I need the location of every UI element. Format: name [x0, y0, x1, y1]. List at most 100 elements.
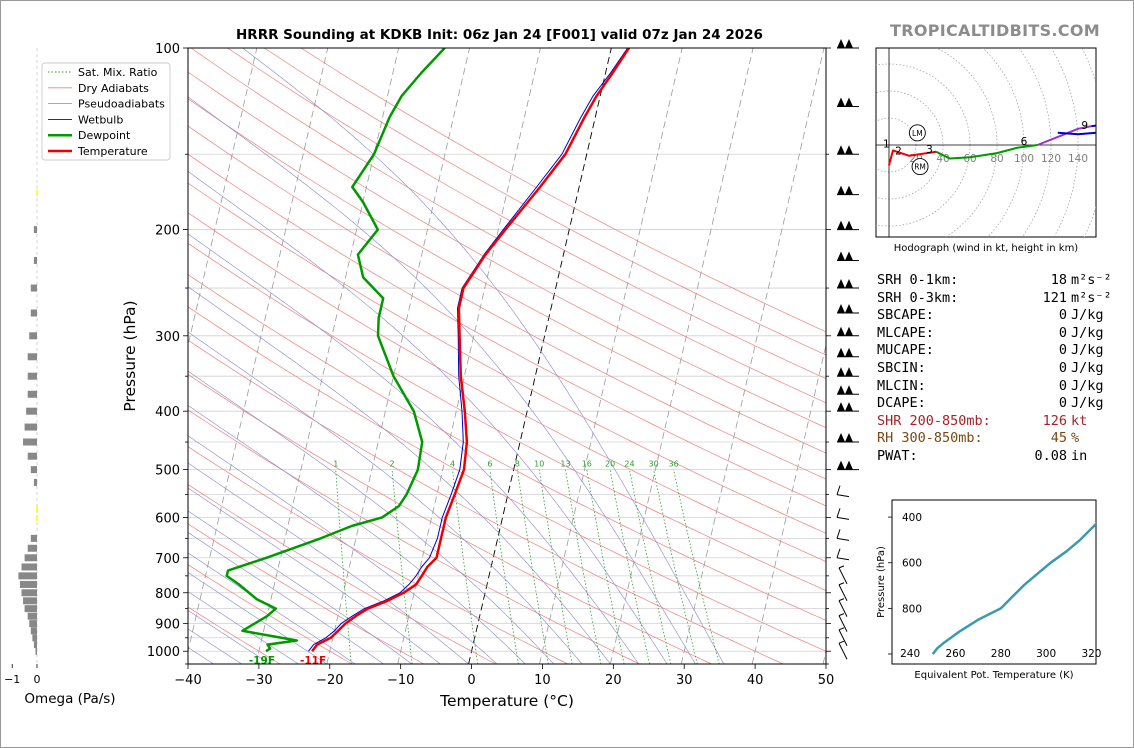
index-row: MLCAPE: 0 J/kg	[877, 325, 1112, 343]
omega-positive-mark	[36, 190, 38, 196]
index-row: DCAPE: 0 J/kg	[877, 395, 1112, 413]
wind-pennant	[845, 367, 853, 377]
severe-indices-table: SRH 0-1km: 18 m²s⁻² SRH 0-3km: 121 m²s⁻² SBCAP…	[877, 272, 1112, 466]
omega-positive-mark	[36, 515, 38, 521]
wind-barb	[837, 220, 859, 231]
wind-barb	[837, 279, 859, 289]
omega-bar	[33, 256, 37, 264]
pseudoadiabat	[242, 48, 725, 664]
dry-adiabat	[188, 409, 640, 664]
isotherm	[751, 343, 826, 664]
wind-pennant	[845, 347, 853, 357]
index-value: 0.08	[1034, 447, 1067, 464]
omega-bar	[27, 544, 37, 552]
hodograph-tick-label: 140	[1068, 153, 1088, 165]
wind-pennant	[837, 145, 845, 155]
dry-adiabat	[188, 446, 568, 664]
wind-feather	[836, 508, 841, 518]
omega-bar	[33, 478, 37, 486]
mixing-ratio-line	[452, 469, 479, 664]
mixing-ratio-label: 13	[560, 460, 570, 469]
dry-adiabat	[264, 48, 826, 356]
hodograph-frame	[875, 47, 1097, 238]
omega-bar	[23, 597, 37, 605]
index-row: SBCIN: 0 J/kg	[877, 360, 1112, 378]
skewt-plot: 1 2 4 6 8 10 13 16 20 24 30 36-19F -11F1002003004005…	[0, 39, 859, 710]
dry-adiabat	[188, 606, 281, 664]
hodograph-trace	[1057, 124, 1096, 136]
omega-bar	[29, 332, 37, 340]
temperature-tick-label: 50	[818, 673, 835, 688]
index-label: SBCIN:	[877, 359, 926, 376]
mixing-ratio-line	[629, 469, 672, 664]
omega-bar	[33, 226, 37, 234]
wind-pennant	[837, 304, 845, 314]
wind-pennant	[837, 433, 845, 443]
theta-e-x-tick-label: 260	[945, 648, 965, 660]
temperature-tick-label: 10	[534, 673, 551, 688]
wind-feather	[838, 640, 845, 644]
index-row: MUCAPE: 0 J/kg	[877, 342, 1112, 360]
legend-label: Sat. Mix. Ratio	[78, 66, 158, 79]
hodograph-tick-label: 120	[1041, 153, 1061, 165]
theta-e-x-tick-label: 320	[1081, 648, 1101, 660]
index-value: 18	[1050, 272, 1067, 288]
index-unit: J/kg	[1071, 359, 1104, 376]
hodograph-height-label: 1	[883, 139, 890, 151]
wind-pennant	[845, 39, 853, 48]
wind-barb	[836, 485, 850, 498]
dry-adiabat	[227, 48, 826, 380]
wind-staff	[836, 494, 850, 498]
pseudoadiabat	[188, 435, 498, 664]
wind-feather	[838, 613, 845, 617]
dry-adiabat	[188, 374, 712, 664]
index-row: SRH 0-1km: 18 m²s⁻²	[877, 272, 1112, 290]
wind-pennant	[837, 367, 845, 377]
wind-pennant	[837, 347, 845, 357]
omega-axis-label: Omega (Pa/s)	[24, 691, 115, 707]
hodograph-height-label: 3	[926, 144, 933, 156]
hodograph-tick-label: 100	[1014, 153, 1034, 165]
y-axis-label: Pressure (hPa)	[121, 300, 139, 411]
wind-pennant	[837, 251, 845, 261]
pressure-tick-label: 100	[155, 42, 180, 57]
temperature-tick-label: 40	[747, 673, 764, 688]
index-value: 0	[1058, 307, 1067, 324]
temperature-tick-label: −10	[387, 673, 414, 688]
wind-pennant	[845, 97, 853, 107]
omega-bar	[27, 452, 37, 460]
wind-feather	[838, 582, 845, 586]
index-value: 0	[1058, 395, 1067, 412]
dry-adiabat	[188, 484, 496, 664]
wind-staff	[838, 629, 848, 647]
pressure-tick-label: 900	[155, 618, 180, 633]
dry-adiabat	[188, 153, 826, 507]
wind-feather	[836, 529, 841, 539]
omega-bar	[30, 466, 37, 474]
wind-staff	[838, 615, 848, 632]
isotherm	[609, 48, 754, 664]
mixing-ratio-label: 2	[390, 460, 395, 469]
index-value: 0	[1058, 377, 1067, 394]
mixing-ratio-label: 20	[605, 460, 615, 469]
index-unit: in	[1071, 447, 1088, 464]
omega-bar	[21, 589, 37, 597]
isotherm	[0, 48, 44, 664]
temperature-tick-label: −40	[174, 673, 201, 688]
index-value: 121	[1042, 289, 1067, 306]
surface-temperature-label: -11F	[300, 655, 326, 667]
wind-pennant	[845, 220, 853, 230]
theta-e-y-tick-label: 400	[902, 512, 922, 524]
theta-e-y-tick-label: 600	[902, 558, 922, 570]
storm-motion-label: LM	[912, 129, 923, 138]
wind-barb	[837, 460, 859, 471]
dry-adiabat	[188, 274, 826, 621]
wind-barb	[837, 145, 859, 155]
isotherm	[468, 48, 612, 664]
index-unit: m²s⁻²	[1071, 272, 1112, 288]
wind-barb	[836, 508, 850, 520]
index-label: RH 300-850mb:	[877, 430, 983, 447]
hodograph-trace	[935, 144, 1038, 160]
